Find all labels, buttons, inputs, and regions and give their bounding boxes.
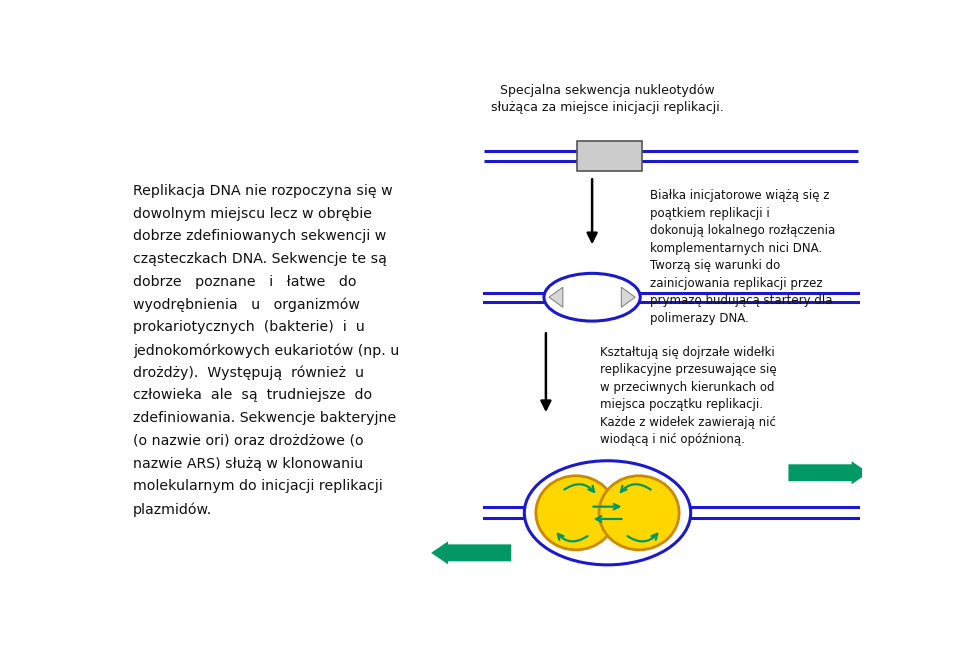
Text: dobrze   poznane   i   łatwe   do: dobrze poznane i łatwe do [133,275,357,289]
Text: plazmidów.: plazmidów. [133,502,212,516]
Text: jednokomórkowych eukariotów (np. u: jednokomórkowych eukariotów (np. u [133,343,399,358]
Ellipse shape [524,461,690,565]
Text: zdefiniowania. Sekwencje bakteryjne: zdefiniowania. Sekwencje bakteryjne [133,411,396,425]
Bar [577,141,642,171]
Text: wyodrębnienia   u   organizmów: wyodrębnienia u organizmów [133,297,360,312]
Text: człowieka  ale  są  trudniejsze  do: człowieka ale są trudniejsze do [133,388,372,402]
FancyArrow shape [788,461,869,484]
FancyArrow shape [431,541,512,564]
Ellipse shape [599,476,679,550]
Text: Białka inicjatorowe wiążą się z
poątkiem replikacji i
dokonują lokalnego rozłącz: Białka inicjatorowe wiążą się z poątkiem… [650,189,835,325]
Text: molekularnym do inicjacji replikacji: molekularnym do inicjacji replikacji [133,480,383,493]
Text: cząsteczkach DNA. Sekwencje te są: cząsteczkach DNA. Sekwencje te są [133,252,387,266]
Text: Replikacja DNA nie rozpoczyna się w: Replikacja DNA nie rozpoczyna się w [133,184,393,198]
Polygon shape [549,287,563,307]
Ellipse shape [544,273,640,321]
Text: (o nazwie ​ori​) oraz drożdżowe (o: (o nazwie ​ori​) oraz drożdżowe (o [133,434,364,448]
Text: prokariotycznych  (bakterie)  i  u: prokariotycznych (bakterie) i u [133,320,365,334]
Text: Specjalna sekwencja nukleotydów
służąca za miejsce inicjacji replikacji.: Specjalna sekwencja nukleotydów służąca … [492,84,724,114]
Text: Kształtują się dojrzałe widełki
replikacyjne przesuwające się
w przeciwnych kier: Kształtują się dojrzałe widełki replikac… [600,346,777,446]
Polygon shape [621,287,636,307]
Text: nazwie ​ARS​) służą w klonowaniu: nazwie ​ARS​) służą w klonowaniu [133,457,363,470]
Ellipse shape [536,476,616,550]
Text: dowolnym miejscu lecz w obrębie: dowolnym miejscu lecz w obrębie [133,207,372,221]
Text: dobrze zdefiniowanych sekwencji w: dobrze zdefiniowanych sekwencji w [133,229,387,244]
Text: drożdży).  Występują  również  u: drożdży). Występują również u [133,365,364,380]
